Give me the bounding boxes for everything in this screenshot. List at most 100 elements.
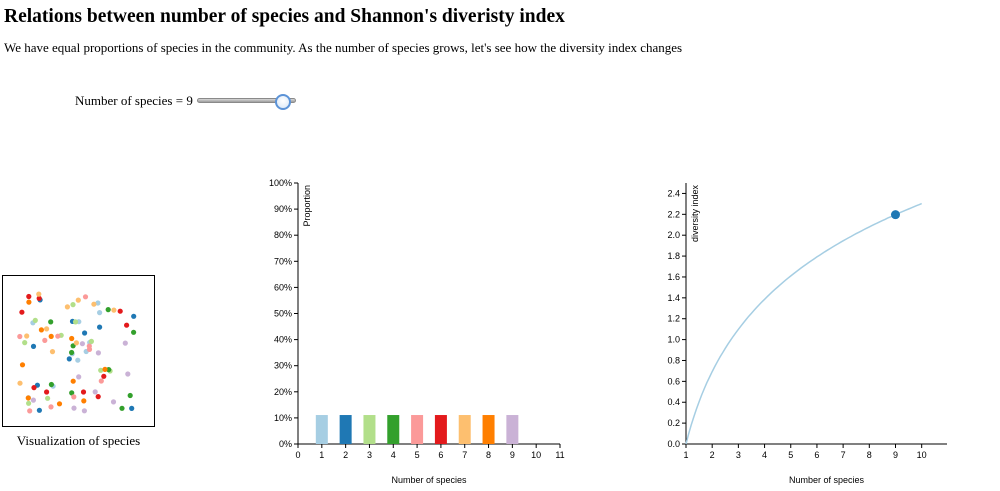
species-dot [97,310,103,316]
proportion-bar [315,415,328,444]
y-tick-label: 2.2 [667,209,680,219]
y-tick-label: 40% [274,335,292,345]
species-dot [122,340,128,346]
y-tick-label: 20% [274,387,292,397]
species-dot [117,308,123,314]
proportion-bar [339,415,352,444]
species-dot [81,398,87,404]
y-tick-label: 50% [274,309,292,319]
y-tick-label: 0.4 [667,397,680,407]
species-dot [70,302,76,308]
x-tick-label: 3 [736,450,741,460]
species-dot [125,371,131,377]
x-tick-label: 8 [867,450,872,460]
species-dot [56,401,63,407]
species-dot [92,389,98,395]
y-tick-label: 2.0 [667,230,680,240]
y-tick-label: 100% [269,178,292,188]
species-dot [44,389,50,395]
species-dot [44,326,50,332]
page-intro: We have equal proportions of species in … [4,40,683,55]
species-dot [131,329,137,335]
x-tick-label: 5 [415,450,420,460]
species-dot [131,313,137,319]
proportion-bar [458,415,471,444]
species-dot [73,340,79,346]
species-dot [111,307,117,313]
species-count-prefix: Number of species = [75,93,187,108]
y-tick-label: 0.0 [667,439,680,449]
species-control: Number of species = 9 [75,93,296,110]
species-dot [26,400,32,406]
x-tick-label: 2 [343,450,348,460]
species-dot [127,392,133,399]
x-tick-label: 4 [762,450,767,460]
species-dot [71,394,77,400]
species-visualization [2,275,155,427]
species-dot [95,394,101,400]
species-dot [26,299,32,305]
y-tick-label: 90% [274,204,292,214]
species-dot [36,291,42,297]
species-dot [26,293,32,300]
y-tick-label: 70% [274,256,292,266]
x-tick-label: 10 [531,450,541,460]
species-dot [110,399,117,405]
y-tick-label: 10% [274,413,292,423]
x-tick-label: 2 [710,450,715,460]
species-dot [72,319,79,325]
y-tick-label: 1.4 [667,293,680,303]
y-tick-label: 2.4 [667,188,680,198]
species-dot [19,362,26,368]
y-tick-label: 0.6 [667,376,680,386]
y-axis-label: Proportion [302,185,312,227]
species-count-label: Number of species = 9 [75,93,193,109]
species-dot [69,390,75,396]
species-dot [45,395,51,401]
species-dot [49,349,56,355]
species-count-value: 9 [186,93,193,108]
x-tick-label: 6 [438,450,443,460]
species-dot [64,304,70,310]
diversity-line-chart: 0.0 0.2 0.4 0.6 0.8 1.0 1.2 1.4 1.6 1.8 2.0 2.2 2.4 1… [667,183,947,485]
y-tick-label: 0.8 [667,355,680,365]
slider-thumb[interactable] [274,94,291,110]
species-dot [36,295,42,301]
species-dot [75,297,81,303]
species-dot [129,405,135,411]
species-dot [71,405,77,411]
species-dot [19,309,25,315]
proportion-bar [482,415,495,444]
species-visualization-caption: Visualization of species [16,433,141,448]
proportion-bar [387,415,400,444]
x-tick-label: 6 [814,450,819,460]
y-tick-label: 1.8 [667,251,680,261]
x-tick-label: 8 [486,450,491,460]
species-dot [80,389,87,395]
y-tick-label: 0.2 [667,418,680,428]
proportion-bar [411,415,424,444]
species-dot [24,333,30,339]
species-dot [66,356,72,362]
species-dot [76,374,82,380]
slider-track[interactable] [196,98,296,103]
x-tick-label: 7 [841,450,846,460]
x-tick-label: 0 [295,450,300,460]
species-dot [48,319,54,325]
species-dot [17,380,23,386]
species-dot [70,378,76,384]
diversity-curve [685,202,922,445]
x-tick-label: 1 [683,450,688,460]
species-dot [48,404,54,410]
species-dot [95,350,101,356]
species-dot [31,385,37,391]
species-dot [48,381,55,388]
species-dot [119,405,125,411]
species-slider[interactable] [196,93,296,110]
species-dot [105,307,111,313]
y-tick-label: 60% [274,282,292,292]
species-dot [102,366,108,372]
x-tick-label: 10 [917,450,927,460]
species-dot [48,333,54,339]
x-tick-label: 1 [319,450,324,460]
